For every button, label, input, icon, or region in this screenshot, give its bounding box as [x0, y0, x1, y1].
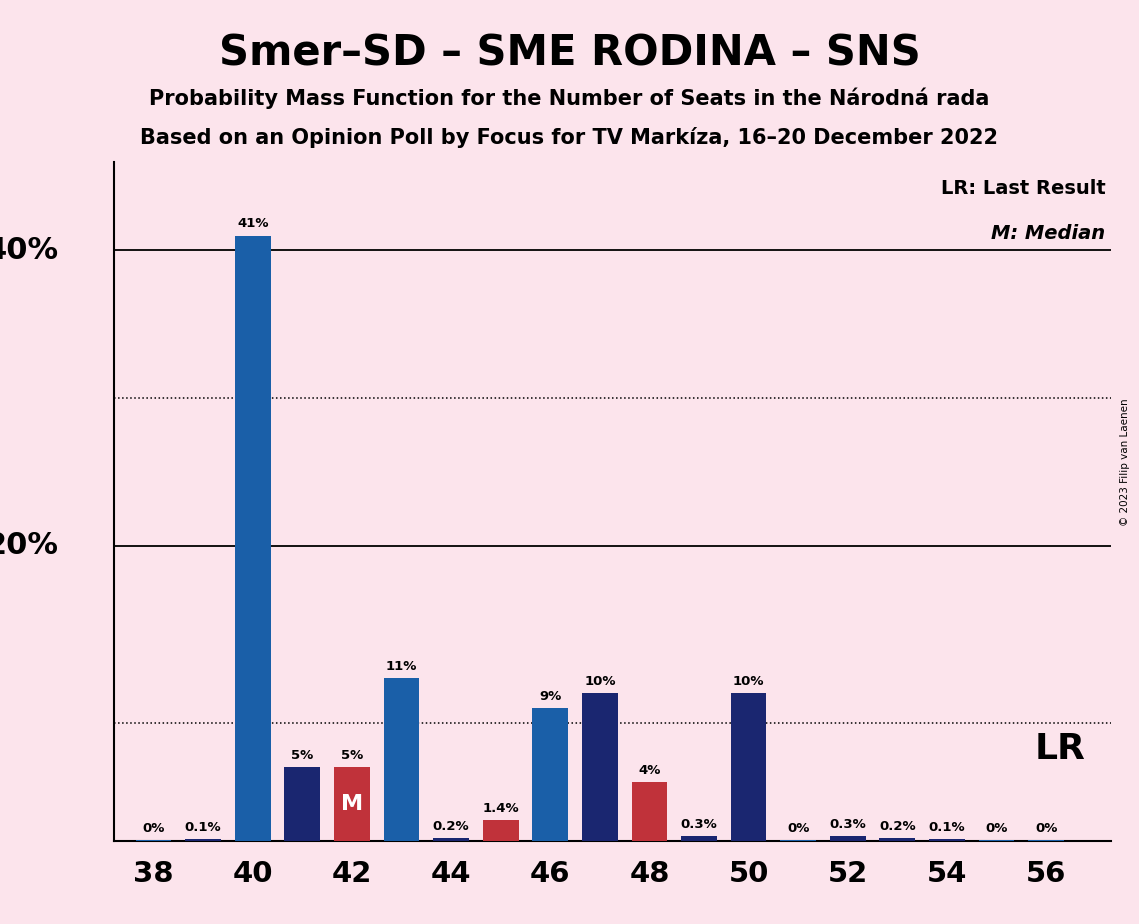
Text: Probability Mass Function for the Number of Seats in the Národná rada: Probability Mass Function for the Number…: [149, 88, 990, 109]
Text: 10%: 10%: [584, 675, 615, 688]
Text: 0%: 0%: [142, 822, 165, 835]
Text: 0.1%: 0.1%: [185, 821, 221, 834]
Text: 0.3%: 0.3%: [829, 819, 866, 832]
Text: © 2023 Filip van Laenen: © 2023 Filip van Laenen: [1121, 398, 1130, 526]
Text: M: Median: M: Median: [991, 225, 1106, 243]
Text: 0%: 0%: [787, 822, 810, 835]
Bar: [384, 678, 419, 841]
Bar: [582, 693, 617, 841]
Bar: [334, 767, 370, 841]
Text: 11%: 11%: [386, 661, 417, 674]
Bar: [433, 838, 469, 841]
Text: M: M: [341, 794, 363, 814]
Bar: [532, 708, 568, 841]
Text: 40%: 40%: [0, 236, 59, 265]
Text: 0%: 0%: [1035, 822, 1057, 835]
Text: LR: LR: [1034, 732, 1085, 766]
Text: 1.4%: 1.4%: [482, 802, 519, 815]
Text: 41%: 41%: [237, 217, 269, 230]
Text: Based on an Opinion Poll by Focus for TV Markíza, 16–20 December 2022: Based on an Opinion Poll by Focus for TV…: [140, 127, 999, 148]
Bar: [631, 782, 667, 841]
Bar: [186, 839, 221, 841]
Text: 20%: 20%: [0, 531, 59, 560]
Text: 10%: 10%: [732, 675, 764, 688]
Text: 0.2%: 0.2%: [433, 820, 469, 833]
Text: LR: Last Result: LR: Last Result: [941, 178, 1106, 198]
Bar: [830, 836, 866, 841]
Text: 5%: 5%: [341, 748, 363, 762]
Bar: [681, 836, 716, 841]
Text: 0.3%: 0.3%: [681, 819, 718, 832]
Text: 9%: 9%: [539, 690, 562, 703]
Bar: [235, 236, 271, 841]
Bar: [879, 838, 915, 841]
Text: 0%: 0%: [985, 822, 1008, 835]
Text: Smer–SD – SME RODINA – SNS: Smer–SD – SME RODINA – SNS: [219, 32, 920, 74]
Bar: [483, 821, 518, 841]
Text: 5%: 5%: [292, 748, 313, 762]
Text: 4%: 4%: [638, 763, 661, 776]
Bar: [285, 767, 320, 841]
Bar: [929, 839, 965, 841]
Text: 0.1%: 0.1%: [928, 821, 965, 834]
Bar: [731, 693, 767, 841]
Text: 0.2%: 0.2%: [879, 820, 916, 833]
